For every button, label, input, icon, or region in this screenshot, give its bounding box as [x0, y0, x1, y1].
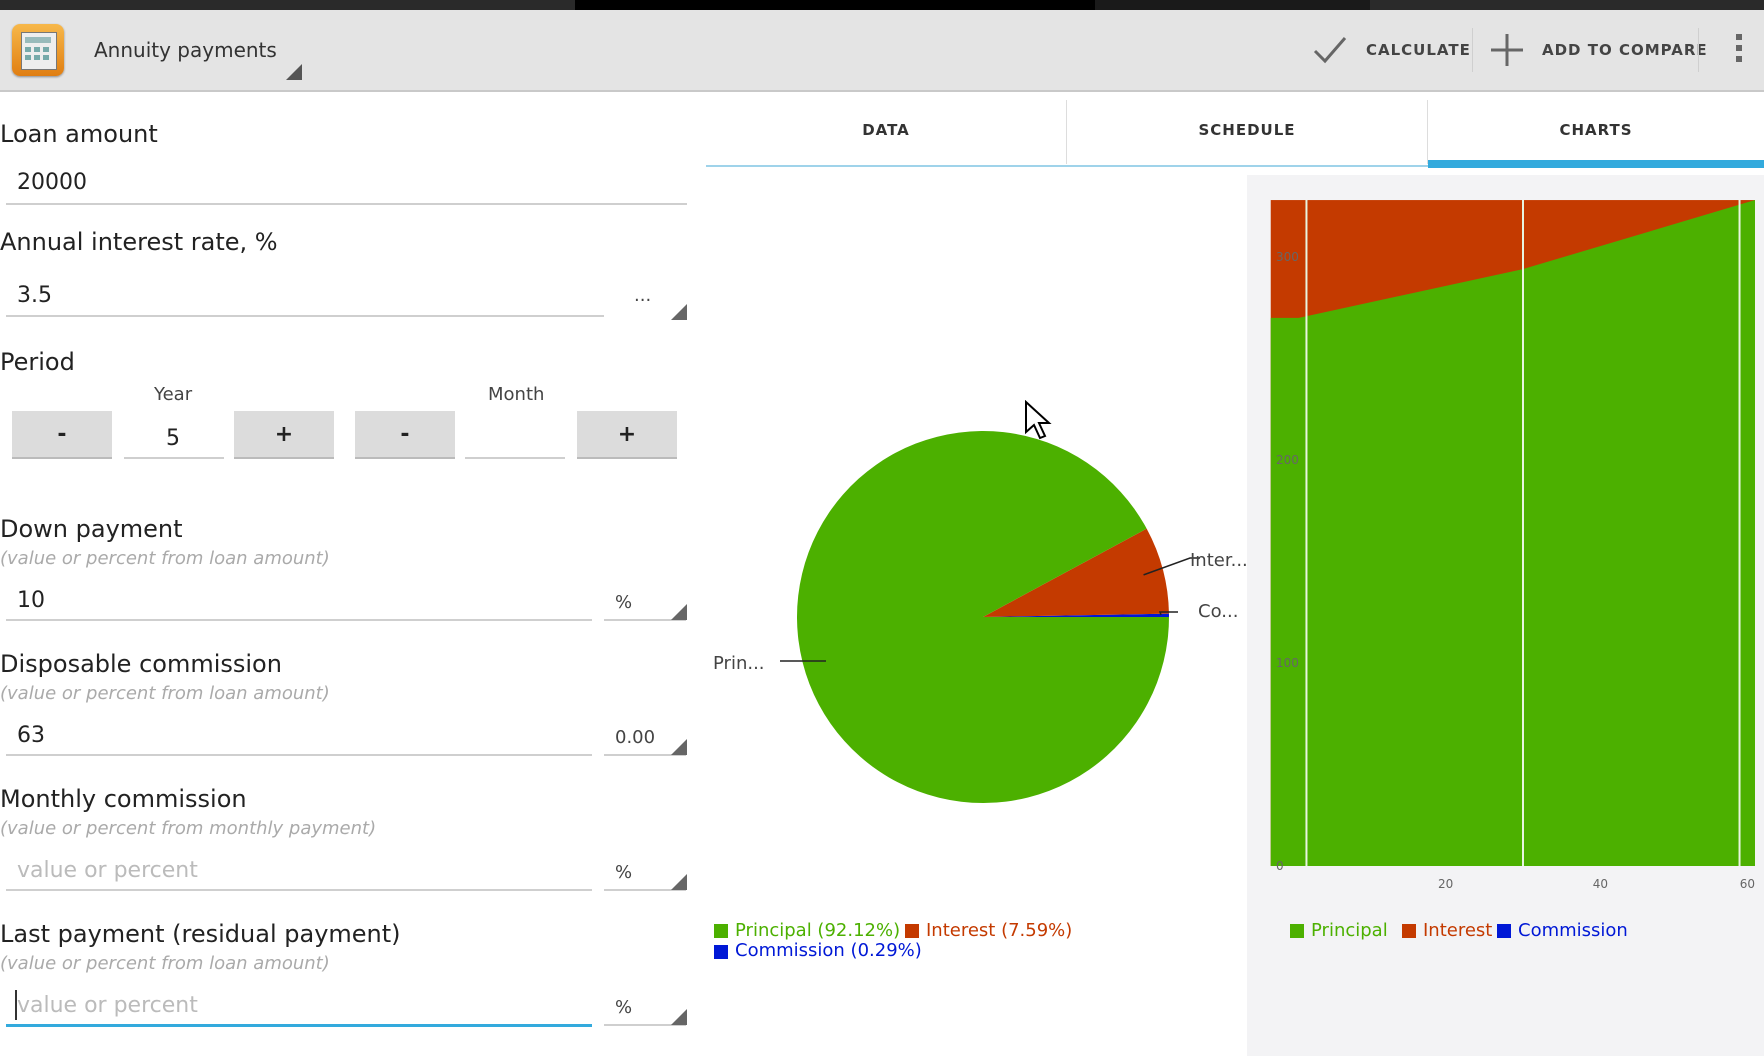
disposable-commission-unit-dropdown-icon[interactable]	[671, 739, 687, 755]
monthly-commission-input[interactable]: value or percent	[17, 858, 198, 883]
mouse-cursor-icon	[1025, 400, 1052, 440]
down-payment-unit-dropdown-icon[interactable]	[671, 604, 687, 620]
checkmark-icon	[1313, 37, 1347, 64]
down-payment-label: Down payment	[0, 515, 183, 543]
y-tick-label: 200	[1276, 453, 1299, 467]
tab-active-indicator	[1428, 160, 1764, 168]
y-tick-label: 100	[1276, 656, 1299, 670]
legend-commission-swatch	[714, 945, 728, 959]
pie-callout-line-commission	[1158, 611, 1178, 616]
y-tick-label: 300	[1276, 250, 1299, 264]
down-payment-underline	[6, 619, 592, 621]
monthly-commission-hint: (value or percent from monthly payment)	[0, 818, 377, 839]
pie-legend-interest: Interest (7.59%)	[926, 920, 1073, 941]
year-label: Year	[154, 384, 193, 405]
toolbar-divider	[1472, 28, 1473, 72]
disposable-commission-input[interactable]: 63	[17, 723, 45, 748]
down-payment-unit[interactable]: %	[615, 592, 633, 613]
interest-rate-more-button[interactable]: ...	[634, 285, 652, 306]
area-legend-principal-swatch	[1290, 924, 1304, 938]
month-plus-button[interactable]: +	[577, 411, 677, 459]
last-payment-unit-dropdown-icon[interactable]	[671, 1009, 687, 1025]
title-dropdown-caret-icon[interactable]	[286, 64, 302, 80]
pie-legend-principal: Principal (92.12%)	[735, 920, 901, 941]
x-tick-label: 20	[1438, 877, 1453, 891]
y-tick-label: 0	[1276, 859, 1284, 873]
disposable-commission-unit-underline	[604, 754, 686, 756]
interest-rate-input[interactable]: 3.5	[17, 283, 52, 308]
top-status-strip	[0, 0, 1764, 10]
interest-rate-label: Annual interest rate, %	[0, 228, 278, 256]
toolbar-divider	[1698, 28, 1699, 72]
disposable-commission-hint: (value or percent from loan amount)	[0, 683, 330, 704]
pie-callout-line-interest	[1143, 557, 1200, 576]
tab-charts[interactable]: CHARTS	[1559, 121, 1633, 139]
tab-schedule[interactable]: SCHEDULE	[1198, 121, 1296, 139]
x-tick-label: 40	[1593, 877, 1608, 891]
monthly-commission-unit[interactable]: %	[615, 862, 633, 883]
tab-data[interactable]: DATA	[862, 121, 910, 139]
year-input[interactable]: 5	[166, 426, 180, 451]
calculate-button[interactable]: CALCULATE	[1312, 30, 1471, 70]
monthly-commission-label: Monthly commission	[0, 785, 247, 813]
text-cursor	[15, 990, 17, 1020]
pie-slice-commission	[983, 613, 1169, 617]
app-title[interactable]: Annuity payments	[94, 38, 277, 62]
monthly-commission-unit-underline	[604, 889, 686, 891]
area-legend-commission: Commission	[1518, 920, 1628, 941]
last-payment-unit[interactable]: %	[615, 997, 633, 1018]
disposable-commission-label: Disposable commission	[0, 650, 282, 678]
down-payment-hint: (value or percent from loan amount)	[0, 548, 330, 569]
interest-rate-dropdown-icon[interactable]	[671, 304, 687, 320]
year-input-underline	[124, 457, 224, 459]
loan-amount-label: Loan amount	[0, 120, 158, 148]
pie-callout-interest: Inter...	[1190, 550, 1248, 571]
overflow-menu-icon[interactable]	[1736, 34, 1742, 74]
loan-amount-input[interactable]: 20000	[17, 170, 87, 195]
area-legend-interest: Interest	[1423, 920, 1493, 941]
area-legend-principal: Principal	[1311, 920, 1388, 941]
month-minus-button[interactable]: -	[355, 411, 455, 459]
monthly-commission-underline	[6, 889, 592, 891]
area-legend-commission-swatch	[1497, 924, 1511, 938]
year-minus-button[interactable]: -	[12, 411, 112, 459]
area-series-principal	[1270, 200, 1755, 866]
month-input-underline	[465, 457, 565, 459]
add-to-compare-button[interactable]: ADD TO COMPARE	[1490, 30, 1708, 70]
disposable-commission-unit[interactable]: 0.00	[615, 727, 656, 748]
calculator-icon[interactable]	[12, 24, 64, 76]
legend-interest-swatch	[905, 924, 919, 938]
tab-divider	[1427, 100, 1428, 164]
pie-slice-interest	[983, 528, 1169, 617]
pie-callout-commission: Co...	[1198, 601, 1239, 622]
x-tick-label: 60	[1740, 877, 1755, 891]
tab-divider	[1066, 100, 1067, 164]
loan-amount-underline	[6, 203, 687, 205]
down-payment-unit-underline	[604, 619, 686, 621]
last-payment-label: Last payment (residual payment)	[0, 920, 401, 948]
pie-slice-principal	[797, 430, 1169, 803]
last-payment-unit-underline	[604, 1024, 686, 1026]
down-payment-input[interactable]: 10	[17, 588, 45, 613]
calculate-label: CALCULATE	[1366, 41, 1471, 59]
last-payment-focused-underline	[6, 1024, 592, 1027]
month-label: Month	[488, 384, 545, 405]
year-plus-button[interactable]: +	[234, 411, 334, 459]
monthly-commission-unit-dropdown-icon[interactable]	[671, 874, 687, 890]
last-payment-hint: (value or percent from loan amount)	[0, 953, 330, 974]
last-payment-input[interactable]: value or percent	[17, 993, 198, 1018]
pie-callout-principal: Prin...	[713, 653, 765, 674]
pie-legend-commission: Commission (0.29%)	[735, 940, 922, 961]
period-label: Period	[0, 348, 75, 376]
legend-principal-swatch	[714, 924, 728, 938]
disposable-commission-underline	[6, 754, 592, 756]
interest-rate-underline	[6, 315, 604, 317]
tab-baseline	[706, 165, 1764, 167]
add-to-compare-label: ADD TO COMPARE	[1542, 41, 1708, 59]
area-legend-interest-swatch	[1402, 924, 1416, 938]
pie-chart	[780, 430, 1200, 803]
plus-icon	[1491, 34, 1523, 66]
stacked-area-chart: 0 100 200 300 20 40 60	[1270, 200, 1755, 891]
